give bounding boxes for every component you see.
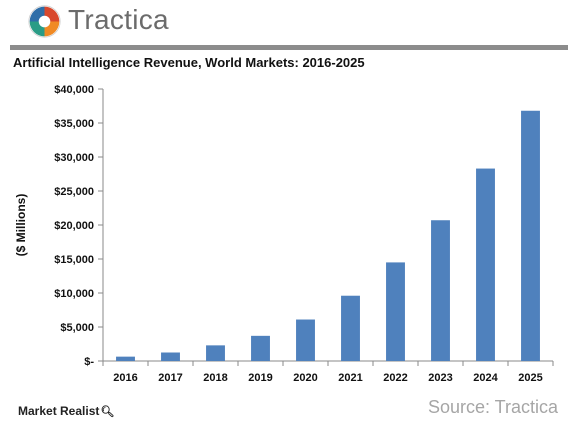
y-tick-label: $10,000 — [54, 288, 94, 300]
x-tick-label: 2016 — [113, 372, 137, 384]
x-tick-label: 2022 — [383, 372, 407, 384]
x-tick-label: 2024 — [473, 372, 498, 384]
x-tick-label: 2025 — [518, 372, 542, 384]
y-tick-label: $25,000 — [54, 186, 94, 198]
header: Tractica — [0, 0, 570, 46]
y-tick-label: $20,000 — [54, 220, 94, 232]
bar — [116, 356, 135, 361]
source-credit: Source: Tractica — [427, 397, 558, 417]
bar — [296, 319, 315, 361]
bar — [206, 345, 225, 361]
tractica-pinwheel-icon — [28, 5, 61, 38]
bar — [161, 352, 180, 361]
y-tick-label: $- — [84, 356, 94, 368]
bar — [251, 335, 270, 361]
y-tick-label: $15,000 — [54, 254, 94, 266]
chart-title: Artificial Intelligence Revenue, World M… — [13, 55, 365, 70]
x-tick-label: 2021 — [338, 372, 362, 384]
x-tick-label: 2018 — [203, 372, 227, 384]
bar — [386, 262, 405, 361]
y-tick-label: $35,000 — [54, 118, 94, 130]
bar — [476, 168, 495, 361]
header-divider — [10, 45, 568, 50]
bar — [521, 110, 540, 361]
magnifier-icon: 🔍︎ — [100, 406, 115, 418]
y-axis-title: ($ Millions) — [14, 194, 28, 257]
x-tick-label: 2017 — [158, 372, 182, 384]
y-tick-label: $5,000 — [60, 322, 94, 334]
bar — [431, 220, 450, 361]
footer-brand-label: Market Realist — [18, 404, 100, 418]
y-tick-label: $30,000 — [54, 152, 94, 164]
x-tick-label: 2020 — [293, 372, 317, 384]
x-tick-label: 2019 — [248, 372, 272, 384]
x-tick-label: 2023 — [428, 372, 452, 384]
footer-brand: Market Realist🔍︎ — [18, 404, 114, 418]
brand-name: Tractica — [68, 4, 169, 35]
y-tick-label: $40,000 — [54, 84, 94, 96]
bar — [341, 295, 360, 361]
